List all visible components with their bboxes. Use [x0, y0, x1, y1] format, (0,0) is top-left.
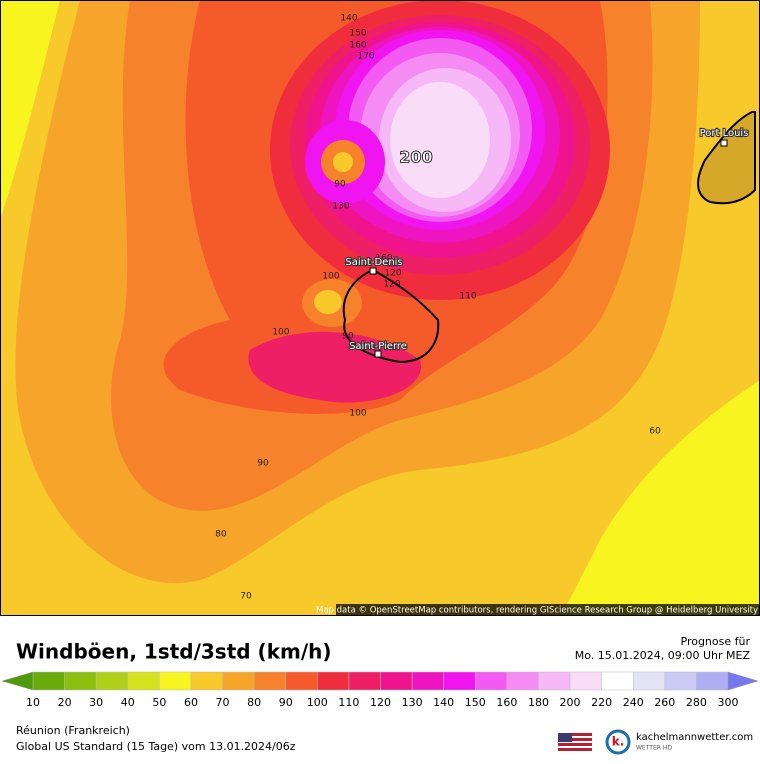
legend-label: 240	[623, 696, 644, 709]
legend-label: 160	[496, 696, 517, 709]
legend-label: 300	[718, 696, 739, 709]
contour-area	[560, 380, 760, 616]
legend-swatch	[285, 671, 318, 691]
place-label: Saint-Pierre	[349, 341, 407, 352]
contour-label: 100	[322, 272, 339, 282]
legend-swatch	[159, 671, 192, 691]
island-outline	[697, 111, 756, 205]
place-label: Port Louis	[700, 128, 749, 139]
contour-area	[248, 331, 422, 403]
contour-label: 110	[459, 292, 476, 302]
contour-label: 100	[349, 409, 366, 419]
legend-swatch	[380, 671, 413, 691]
flag	[558, 733, 592, 751]
legend-swatch	[348, 671, 381, 691]
legend-swatch	[222, 671, 255, 691]
contour-area	[314, 290, 342, 314]
forecast-label: Prognose für	[681, 635, 751, 648]
legend-swatch	[95, 671, 129, 691]
contour-label: 140	[340, 14, 357, 24]
attribution-bg	[336, 604, 760, 616]
forecast-time: Mo. 15.01.2024, 09:00 Uhr MEZ	[575, 649, 751, 662]
title: Windböen, 1std/3std (km/h)	[16, 640, 332, 664]
contour-label: 170	[357, 52, 374, 62]
contour-label: 120	[383, 280, 400, 290]
legend-swatch	[475, 671, 508, 691]
place-marker	[369, 267, 377, 275]
contour-label: 100	[272, 328, 289, 338]
legend-swatch	[32, 671, 65, 691]
place-marker	[374, 350, 382, 358]
contour-label: 200	[399, 148, 432, 167]
legend-swatch	[569, 671, 602, 691]
contour-label: 160	[375, 254, 392, 264]
legend-label: 50	[152, 696, 166, 709]
contour-area	[333, 152, 353, 172]
legend-swatch	[664, 671, 697, 691]
contour-area	[0, 0, 60, 220]
legend-swatch	[317, 671, 350, 691]
legend-label: 40	[121, 696, 135, 709]
place-marker	[720, 139, 728, 147]
legend-swatch	[64, 671, 97, 691]
contour-label: 80	[215, 530, 227, 540]
contour-label: 150	[349, 29, 366, 39]
attribution: Map data © OpenStreetMap contributors, r…	[316, 606, 758, 616]
legend-label: 120	[370, 696, 391, 709]
legend-label: 80	[247, 696, 261, 709]
legend-label: 10	[26, 696, 40, 709]
brand-sub: WETTER HD	[636, 745, 672, 752]
model: Global US Standard (15 Tage) vom 13.01.2…	[16, 740, 296, 753]
legend-label: 30	[89, 696, 103, 709]
region: Réunion (Frankreich)	[16, 724, 130, 737]
legend-swatch	[443, 671, 476, 691]
contour-area	[390, 82, 490, 198]
legend-label: 260	[654, 696, 675, 709]
legend-swatch	[253, 671, 286, 691]
legend-swatch	[696, 671, 729, 691]
legend-label: 280	[686, 696, 707, 709]
contour-label: 90	[342, 332, 354, 342]
legend-swatch	[601, 671, 634, 691]
legend-label: 100	[307, 696, 328, 709]
legend-swatch	[127, 671, 160, 691]
legend-label: 180	[528, 696, 549, 709]
legend-label: 200	[560, 696, 581, 709]
legend-swatch	[190, 671, 223, 691]
place-label: Saint-Denis	[345, 257, 402, 268]
contour-label: 120	[384, 269, 401, 279]
legend-label: 90	[279, 696, 293, 709]
legend-label: 110	[338, 696, 359, 709]
legend-label: 150	[465, 696, 486, 709]
legend-swatch	[411, 671, 444, 691]
legend-label: 20	[58, 696, 72, 709]
legend-label: 130	[402, 696, 423, 709]
contour-label: 90	[334, 180, 346, 190]
legend-arrow	[1, 671, 34, 691]
legend-label: 60	[184, 696, 198, 709]
map: Map data © OpenStreetMap contributors, r…	[0, 0, 760, 616]
contour-label: 70	[240, 592, 252, 602]
island-outline	[342, 268, 440, 364]
brand-logo-letter: k.	[612, 735, 625, 749]
legend-arrow	[727, 671, 759, 691]
contour-label: 90	[257, 459, 269, 469]
legend-swatch	[538, 671, 571, 691]
legend-label: 220	[591, 696, 612, 709]
legend-label: 140	[433, 696, 454, 709]
contour-label: 130	[332, 202, 349, 212]
contour-label: 60	[649, 427, 661, 437]
legend-swatch	[632, 671, 666, 691]
brand: kachelmannwetter.com	[636, 732, 753, 743]
legend-swatch	[506, 671, 539, 691]
legend-label: 70	[216, 696, 230, 709]
contour-label: 160	[349, 41, 366, 51]
brand-logo	[605, 729, 631, 755]
